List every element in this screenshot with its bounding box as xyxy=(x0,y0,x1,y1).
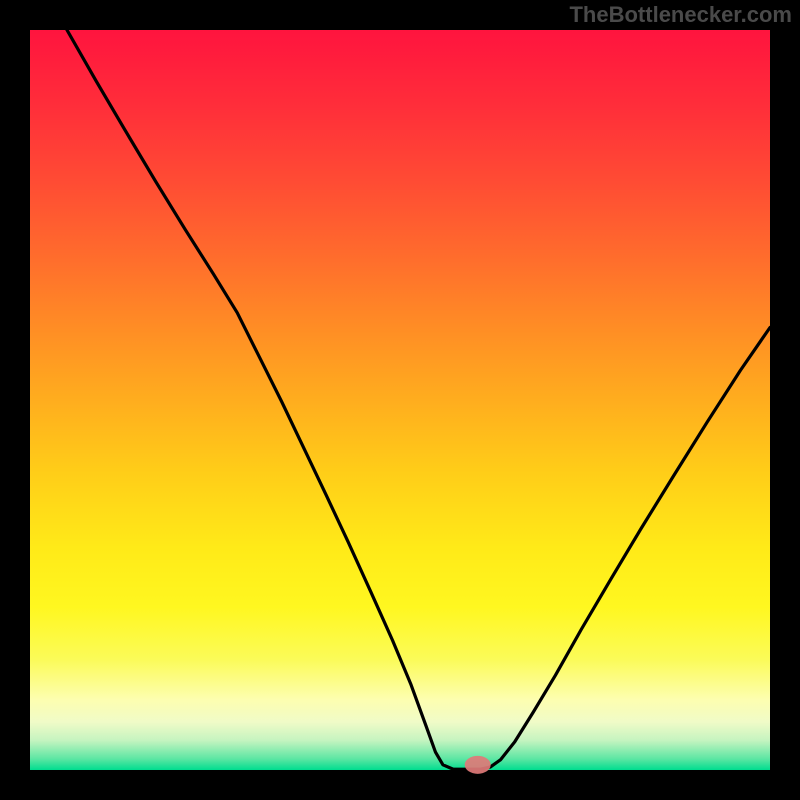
bottleneck-chart: TheBottlenecker.com xyxy=(0,0,800,800)
watermark-label: TheBottlenecker.com xyxy=(569,2,792,28)
chart-svg xyxy=(0,0,800,800)
